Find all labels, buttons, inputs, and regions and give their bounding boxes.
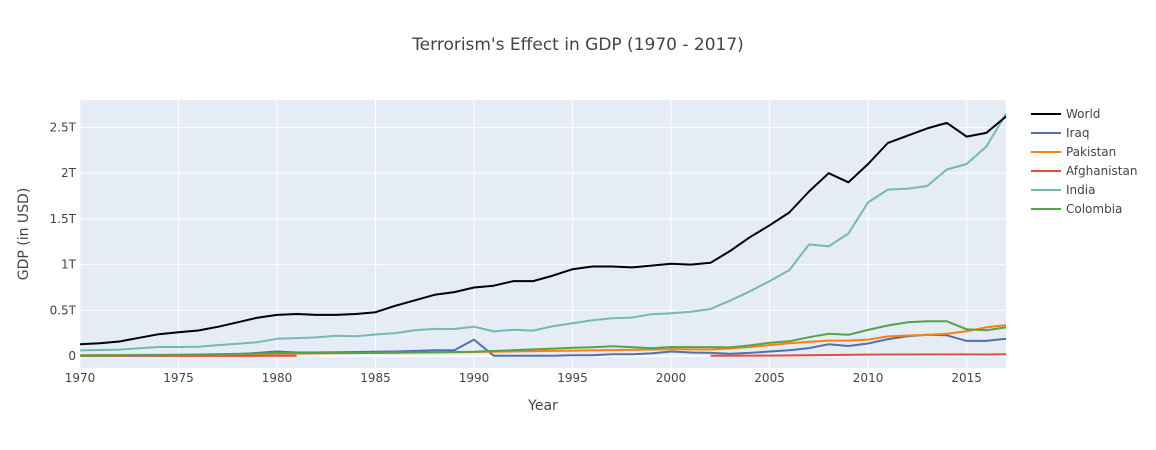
x-tick-label: 1990 [459, 371, 490, 385]
x-tick-label: 1975 [163, 371, 194, 385]
legend-label: India [1066, 183, 1095, 197]
x-axis-ticks: 1970 1975 1980 1985 1990 1995 2000 2005 2010 2015 [65, 371, 982, 385]
x-axis-title: Year [527, 398, 558, 414]
series-line-world [79, 115, 1007, 346]
legend-label: Colombia [1066, 202, 1122, 216]
legend-label: Iraq [1066, 126, 1089, 140]
y-tick-label: 0 [68, 349, 76, 363]
y-axis-title: GDP (in USD) [16, 188, 32, 281]
legend-item-world[interactable]: World [1031, 107, 1100, 121]
legend-item-iraq[interactable]: Iraq [1031, 126, 1089, 140]
x-tick-label: 1980 [262, 371, 293, 385]
x-tick-label: 2000 [656, 371, 687, 385]
y-tick-label: 2T [61, 166, 77, 180]
x-tick-label: 1970 [65, 371, 96, 385]
x-tick-label: 2015 [951, 371, 982, 385]
y-tick-label: 2.5T [50, 120, 77, 134]
series-lines [79, 113, 1007, 357]
legend-label: Afghanistan [1066, 164, 1137, 178]
legend-item-pakistan[interactable]: Pakistan [1031, 145, 1116, 159]
series-line-colombia [79, 320, 1007, 357]
series-line-india [79, 113, 1007, 352]
series-line-afghanistan-segment-2 [710, 353, 1007, 357]
y-tick-label: 1.5T [50, 212, 77, 226]
x-tick-label: 2010 [853, 371, 884, 385]
legend: World Iraq Pakistan Afghanistan India Colombi… [1031, 107, 1137, 216]
legend-label: Pakistan [1066, 145, 1116, 159]
x-tick-label: 1995 [557, 371, 588, 385]
legend-label: World [1066, 107, 1100, 121]
legend-item-afghanistan[interactable]: Afghanistan [1031, 164, 1137, 178]
legend-item-colombia[interactable]: Colombia [1031, 202, 1122, 216]
y-axis-ticks: 0 0.5T 1T 1.5T 2T 2.5T [50, 120, 77, 363]
y-tick-label: 0.5T [50, 303, 77, 317]
x-tick-label: 2005 [754, 371, 785, 385]
legend-item-india[interactable]: India [1031, 183, 1095, 197]
chart-title: Terrorism's Effect in GDP (1970 - 2017) [411, 35, 744, 55]
y-tick-label: 1T [61, 258, 77, 272]
x-tick-label: 1985 [360, 371, 391, 385]
